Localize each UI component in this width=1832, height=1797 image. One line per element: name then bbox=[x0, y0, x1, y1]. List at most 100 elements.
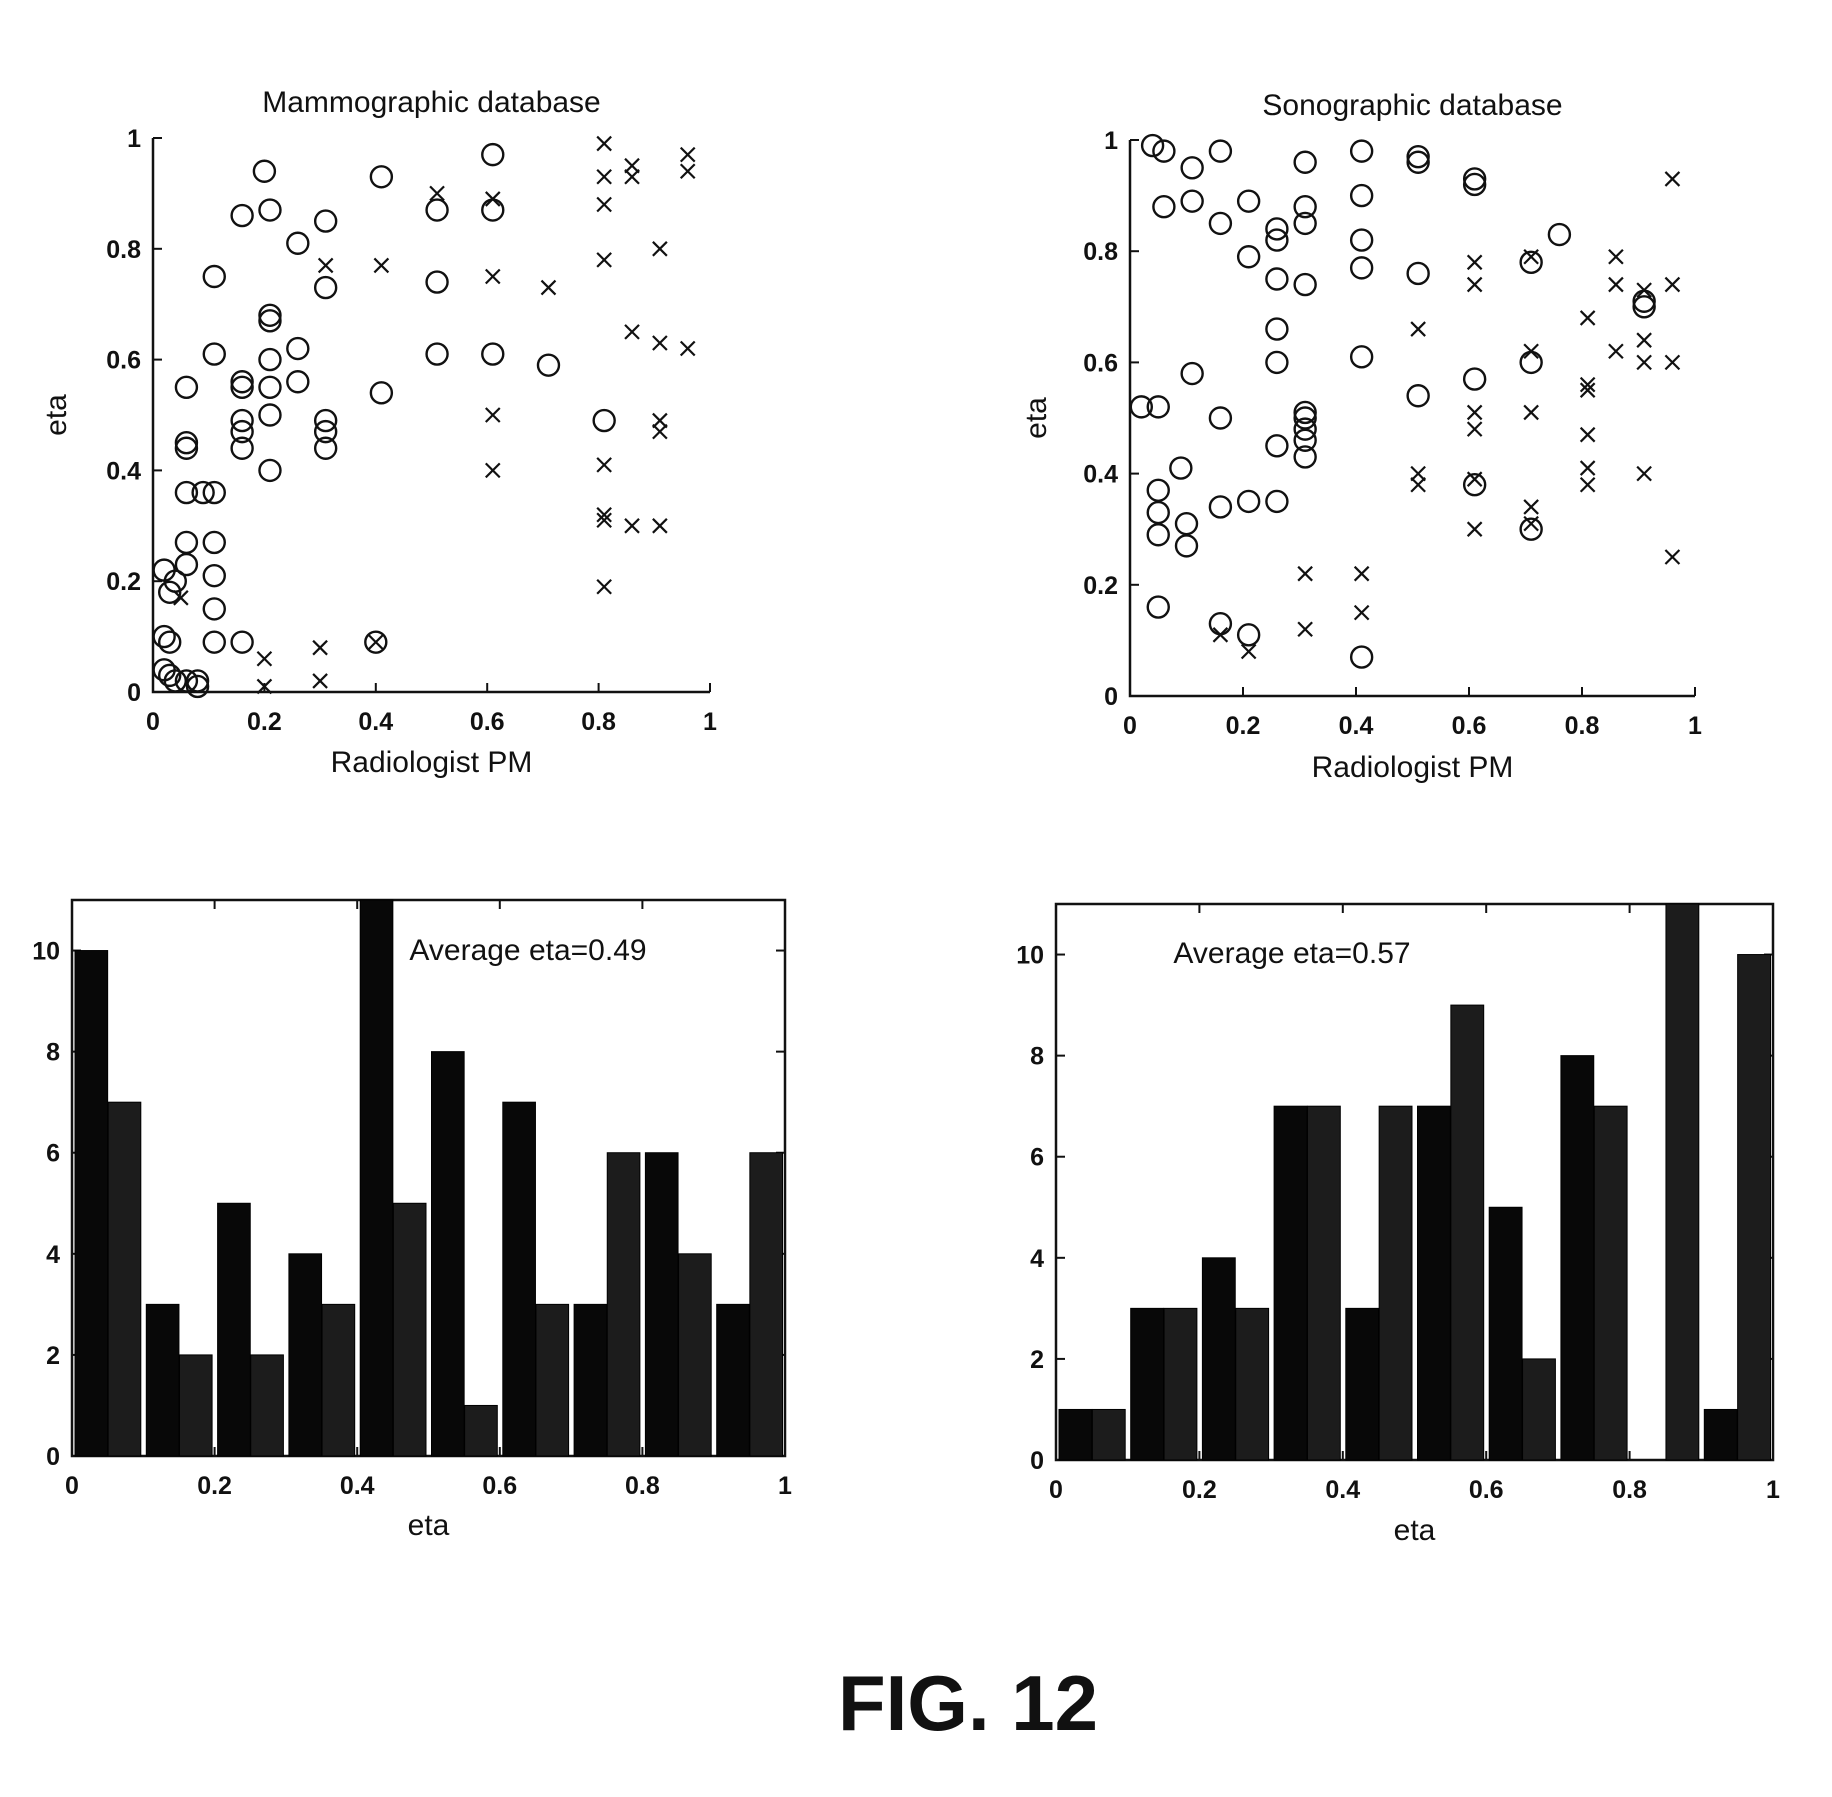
h2-xtick-label: 1 bbox=[1766, 1476, 1780, 1504]
p2-xtick-label: 0.4 bbox=[1339, 712, 1374, 740]
p1-point-circle bbox=[287, 233, 308, 254]
p1-point-circle bbox=[371, 166, 392, 187]
h2-chart: 00.20.40.60.810246810etaAverage eta=0.57 bbox=[1016, 904, 1780, 1547]
h2-bar bbox=[1666, 904, 1699, 1460]
p2-point-x bbox=[1468, 522, 1482, 536]
p1-xtick-label: 0.2 bbox=[247, 708, 282, 736]
p2-point-x bbox=[1609, 250, 1623, 264]
p1-point-circle bbox=[232, 438, 253, 459]
p1-ytick-label: 1 bbox=[127, 125, 141, 153]
p1-point-x bbox=[681, 164, 695, 178]
p2-point-circle bbox=[1210, 613, 1231, 634]
p2-point-circle bbox=[1266, 491, 1287, 512]
p1-ytick-label: 0.8 bbox=[106, 236, 141, 264]
p1-point-circle bbox=[176, 438, 197, 459]
h2-ytick-label: 4 bbox=[1030, 1245, 1044, 1273]
p2-point-circle bbox=[1210, 141, 1231, 162]
p1-point-circle bbox=[176, 377, 197, 398]
p2-point-circle bbox=[1148, 480, 1169, 501]
p2-point-x bbox=[1411, 478, 1425, 492]
p2-point-x bbox=[1609, 278, 1623, 292]
h2-bar bbox=[1236, 1308, 1269, 1460]
p1-point-circle bbox=[259, 405, 280, 426]
h2-xtick-label: 0.8 bbox=[1612, 1476, 1647, 1504]
p1-point-circle bbox=[482, 144, 503, 165]
h2-xtick-label: 0.2 bbox=[1182, 1476, 1217, 1504]
p2-point-circle bbox=[1182, 363, 1203, 384]
h1-bar bbox=[251, 1355, 284, 1456]
p2-xtick-label: 0.2 bbox=[1226, 712, 1261, 740]
p1-title: Mammographic database bbox=[262, 86, 601, 119]
h2-bar bbox=[1451, 1005, 1484, 1460]
h2-bar bbox=[1202, 1258, 1235, 1460]
h1-bar bbox=[218, 1203, 251, 1456]
h1-bar bbox=[503, 1102, 536, 1456]
p1-chart: 00.20.40.60.8100.20.40.60.81Mammographic… bbox=[40, 86, 717, 779]
p2-point-circle bbox=[1148, 502, 1169, 523]
h1-xtick-label: 1 bbox=[778, 1472, 792, 1500]
p2-point-circle bbox=[1210, 213, 1231, 234]
p1-point-x bbox=[653, 336, 667, 350]
p2-point-circle bbox=[1464, 474, 1485, 495]
p2-xtick-label: 0.6 bbox=[1452, 712, 1487, 740]
p1-xtick-label: 1 bbox=[703, 708, 717, 736]
p1-point-circle bbox=[232, 632, 253, 653]
p2-point-circle bbox=[1464, 174, 1485, 195]
p1-point-circle bbox=[259, 200, 280, 221]
h1-bar bbox=[750, 1153, 783, 1456]
p2-xtick-label: 1 bbox=[1688, 712, 1702, 740]
p1-point-circle bbox=[427, 344, 448, 365]
p2-point-x bbox=[1411, 322, 1425, 336]
p2-title: Sonographic database bbox=[1262, 89, 1562, 122]
h2-annotation: Average eta=0.57 bbox=[1173, 937, 1410, 970]
p1-point-circle bbox=[204, 565, 225, 586]
p1-point-x bbox=[430, 186, 444, 200]
p2-point-circle bbox=[1351, 141, 1372, 162]
h2-ytick-label: 6 bbox=[1030, 1144, 1044, 1172]
p1-point-x bbox=[681, 148, 695, 162]
p2-point-circle bbox=[1238, 191, 1259, 212]
p1-xlabel: Radiologist PM bbox=[331, 746, 533, 779]
p2-chart: 00.20.40.60.8100.20.40.60.81Sonographic … bbox=[1020, 89, 1702, 784]
p1-point-x bbox=[486, 270, 500, 284]
p2-point-x bbox=[1581, 428, 1595, 442]
h1-xtick-label: 0.6 bbox=[482, 1472, 517, 1500]
p2-point-circle bbox=[1521, 252, 1542, 273]
p2-point-x bbox=[1637, 283, 1651, 297]
h1-bar bbox=[536, 1304, 569, 1456]
p2-point-circle bbox=[1408, 152, 1429, 173]
h1-bar bbox=[75, 951, 108, 1456]
h2-bar bbox=[1594, 1106, 1627, 1460]
h2-bar bbox=[1274, 1106, 1307, 1460]
p1-point-x bbox=[486, 463, 500, 477]
h1-bar bbox=[393, 1203, 426, 1456]
p2-point-x bbox=[1524, 405, 1538, 419]
h2-xtick-label: 0.4 bbox=[1325, 1476, 1360, 1504]
h2-xtick-label: 0 bbox=[1049, 1476, 1063, 1504]
p1-point-x bbox=[653, 425, 667, 439]
p2-ytick-label: 0.2 bbox=[1083, 572, 1118, 600]
p2-point-circle bbox=[1351, 346, 1372, 367]
p1-point-circle bbox=[594, 410, 615, 431]
h1-bar bbox=[679, 1254, 712, 1456]
p1-point-x bbox=[625, 325, 639, 339]
p1-point-x bbox=[369, 635, 383, 649]
h2-bar bbox=[1379, 1106, 1412, 1460]
p2-xtick-label: 0 bbox=[1123, 712, 1137, 740]
h2-bar bbox=[1092, 1409, 1125, 1460]
p1-point-circle bbox=[259, 349, 280, 370]
p2-xtick-label: 0.8 bbox=[1565, 712, 1600, 740]
p1-point-circle bbox=[232, 205, 253, 226]
p2-point-circle bbox=[1295, 274, 1316, 295]
p1-point-x bbox=[597, 197, 611, 211]
p2-point-x bbox=[1468, 278, 1482, 292]
p2-point-x bbox=[1637, 467, 1651, 481]
p2-point-circle bbox=[1351, 185, 1372, 206]
p1-point-circle bbox=[371, 382, 392, 403]
p1-point-circle bbox=[204, 532, 225, 553]
p2-ytick-label: 1 bbox=[1104, 127, 1118, 155]
h2-xtick-label: 0.6 bbox=[1469, 1476, 1504, 1504]
h1-ytick-label: 8 bbox=[46, 1039, 60, 1067]
h1-bar bbox=[465, 1405, 498, 1456]
